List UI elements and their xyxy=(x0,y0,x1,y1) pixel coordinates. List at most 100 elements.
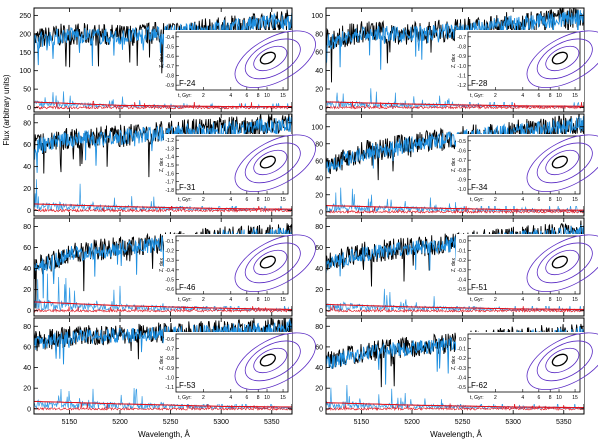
inset-x-tick-label: 4 xyxy=(521,93,524,99)
panel-id-label: F-62 xyxy=(471,381,488,390)
inset-y-tick-label: -0.5 xyxy=(457,287,466,293)
inset-contour xyxy=(536,38,593,80)
inset-contour xyxy=(244,38,301,80)
y-tick-label: 100 xyxy=(19,68,31,75)
inset-y-tick-label: -1.7 xyxy=(165,180,174,186)
y-tick-label: 40 xyxy=(315,68,323,75)
inset-x-tick-label: 15 xyxy=(572,297,578,303)
inset-x-tick-label: 6 xyxy=(245,395,248,401)
y-tick-label: 40 xyxy=(315,175,323,182)
y-tick-label: 60 xyxy=(315,344,323,351)
inset-y-tick-label: -0.9 xyxy=(457,54,466,60)
y-tick-label: 100 xyxy=(311,13,323,20)
inset-x-label: t, Gyr: xyxy=(470,93,484,99)
y-tick-label: 20 xyxy=(315,287,323,294)
inset-contour xyxy=(526,30,598,89)
inset-x-label: t, Gyr: xyxy=(178,197,192,203)
x-axis-label-left: Wavelength, Å xyxy=(138,430,190,439)
inset-contour xyxy=(259,255,276,269)
inset-y-tick-label: -0.7 xyxy=(457,35,466,41)
inset-y-tick-label: -1.3 xyxy=(165,146,174,152)
y-tick-label: 40 xyxy=(23,365,31,372)
series-continuum-red xyxy=(34,203,292,210)
inset-x-tick-label: 6 xyxy=(537,395,540,401)
y-tick-label: 80 xyxy=(315,141,323,148)
series-residual-red xyxy=(326,101,584,110)
inset-frame xyxy=(467,135,581,195)
inset-contour xyxy=(234,30,316,89)
inset-y-tick-label: -0.5 xyxy=(457,139,466,145)
x-tick-label: 5350 xyxy=(556,419,572,426)
panel-f-24: 0 50 100 150 200 250 -0.4 -0.5 -0.6 -0.7 -0.8 -0.9 Z… xyxy=(19,7,316,113)
inset-x-tick-label: 8 xyxy=(257,93,260,99)
inset-contour xyxy=(234,234,316,293)
series-residual-red xyxy=(326,403,584,412)
inset-y-tick-label: -0.2 xyxy=(165,249,174,255)
inset-y-tick-label: -0.9 xyxy=(457,178,466,184)
inset-frame xyxy=(175,333,289,393)
inset-contour xyxy=(259,155,276,169)
series-model xyxy=(34,11,292,72)
inset-y-tick-label: -0.6 xyxy=(457,149,466,155)
inset-y-tick-label: 0.0 xyxy=(459,337,466,343)
series-residual-red xyxy=(34,100,292,110)
y-tick-label: 40 xyxy=(23,266,31,273)
inset-contour xyxy=(526,134,598,193)
inset-y-tick-label: -0.8 xyxy=(457,168,466,174)
inset-contour xyxy=(253,149,288,176)
panel-id-label: F-31 xyxy=(179,183,196,192)
inset-x-tick-label: 2 xyxy=(494,297,497,303)
series-continuum-red xyxy=(326,205,584,211)
inset-contour xyxy=(253,45,288,72)
inset-contour xyxy=(545,45,580,72)
inset-y-label: Z, dex xyxy=(159,356,165,370)
inset-y-tick-label: 0.0 xyxy=(459,239,466,245)
y-tick-label: 80 xyxy=(23,224,31,231)
inset-x-tick-label: 4 xyxy=(521,395,524,401)
inset-contour xyxy=(536,242,593,284)
series-model xyxy=(326,326,584,385)
inset-y-tick-label: -0.7 xyxy=(457,158,466,164)
x-tick-label: 5350 xyxy=(264,419,280,426)
inset-x-tick-label: 2 xyxy=(202,93,205,99)
y-tick-label: 60 xyxy=(23,245,31,252)
series-residual-red xyxy=(34,204,292,213)
inset-y-tick-label: -1.8 xyxy=(165,188,174,194)
y-tick-label: 100 xyxy=(311,124,323,131)
inset-frame xyxy=(467,333,581,393)
y-tick-label: 0 xyxy=(319,209,323,216)
inset-y-tick-label: -0.8 xyxy=(457,45,466,51)
inset-x-tick-label: 2 xyxy=(202,297,205,303)
inset-contour xyxy=(244,340,301,382)
inset-y-tick-label: -0.3 xyxy=(165,258,174,264)
inset-x-label: t, Gyr: xyxy=(178,93,192,99)
inset-y-tick-label: -0.5 xyxy=(165,45,174,51)
y-tick-label: 200 xyxy=(19,31,31,38)
inset-y-tick-label: -0.4 xyxy=(457,376,466,382)
inset-contour xyxy=(551,51,568,65)
inset-contour xyxy=(551,255,568,269)
x-tick-label: 5150 xyxy=(62,419,78,426)
inset-x-tick-label: 4 xyxy=(229,395,232,401)
inset-x-tick-label: 6 xyxy=(537,197,540,203)
inset-y-tick-label: -1.0 xyxy=(457,187,466,193)
y-tick-label: 20 xyxy=(23,287,31,294)
inset-x-tick-label: 8 xyxy=(549,297,552,303)
y-tick-label: 0 xyxy=(319,406,323,413)
inset-f-28: -0.7 -0.8 -0.9 -1.0 -1.1 -1.2 Z, dex t, Gyr: 2 4 6… xyxy=(451,30,598,102)
y-tick-label: 20 xyxy=(23,186,31,193)
inset-contour xyxy=(551,155,568,169)
panel-f-31: 0 20 40 60 80 -1.2 -1.3 -1.4 -1.5 -1.6 -1.7 -1.8 Z, … xyxy=(23,113,316,217)
y-tick-label: 0 xyxy=(27,105,31,112)
y-tick-label: 40 xyxy=(315,365,323,372)
inset-y-tick-label: -0.6 xyxy=(165,337,174,343)
inset-y-tick-label: -0.3 xyxy=(457,366,466,372)
inset-contour xyxy=(545,149,580,176)
series-continuum-red xyxy=(34,400,292,408)
inset-x-tick-label: 6 xyxy=(245,197,248,203)
inset-y-label: Z, dex xyxy=(451,158,457,172)
inset-x-tick-label: 15 xyxy=(572,197,578,203)
inset-x-tick-label: 15 xyxy=(572,395,578,401)
